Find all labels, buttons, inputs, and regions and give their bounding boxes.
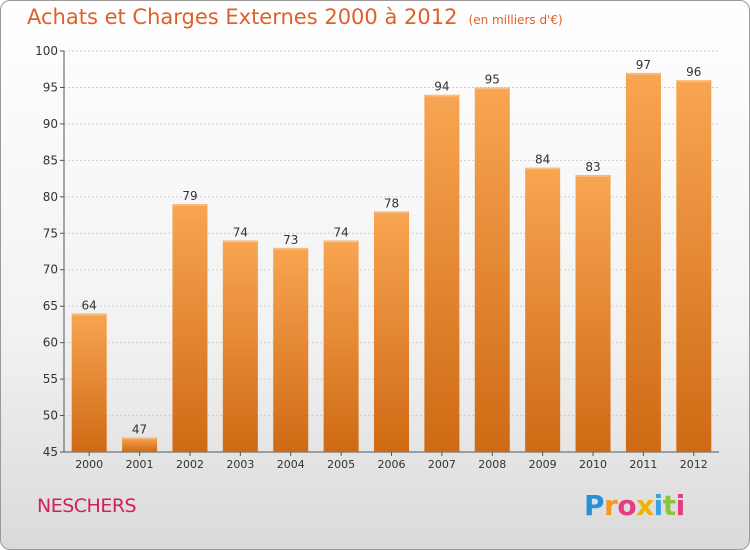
chart-title-main: Achats et Charges Externes 2000 à 2012 [27,5,458,29]
x-tick-label: 2011 [629,458,657,471]
x-tick-label: 2005 [327,458,355,471]
y-tick-label: 65 [43,299,58,313]
bar-value-label: 94 [434,80,449,94]
x-tick-label: 2003 [226,458,254,471]
bar-value-label: 97 [636,58,651,72]
bar [71,313,107,452]
logo-letter: r [604,489,618,522]
bar [575,174,611,453]
y-tick-label: 100 [35,44,58,58]
y-tick-label: 95 [43,80,58,94]
logo-letter: i [675,489,686,522]
city-label: NESCHERS [37,495,137,517]
bar [676,80,712,452]
bar-value-label: 78 [384,196,399,210]
y-tick-label: 75 [43,226,58,240]
bar-value-label: 83 [585,160,600,174]
bar [424,94,460,452]
bar [273,247,309,452]
x-tick-label: 2012 [680,458,708,471]
logo-letter: x [636,489,654,522]
x-tick-label: 2004 [277,458,305,471]
x-tick-label: 2009 [529,458,557,471]
bar-value-label: 79 [182,189,197,203]
bar [525,167,561,452]
bar [474,87,510,453]
proxiti-logo: Proxiti [584,489,685,522]
logo-letter: i [653,489,664,522]
y-tick-label: 80 [43,190,58,204]
y-tick-label: 50 [43,409,58,423]
x-tick-label: 2008 [478,458,506,471]
x-tick-label: 2006 [378,458,406,471]
logo-letter: t [662,489,676,522]
bar [222,240,258,452]
y-tick-label: 85 [43,153,58,167]
bar-value-label: 64 [82,298,97,312]
x-tick-label: 2010 [579,458,607,471]
chart-title-unit: (en milliers d'€) [468,13,563,27]
bar-value-label: 74 [333,226,348,240]
bar [172,204,208,452]
bar-value-label: 74 [233,226,248,240]
x-tick-label: 2007 [428,458,456,471]
chart-title: Achats et Charges Externes 2000 à 2012 (… [27,5,563,29]
y-tick-label: 60 [43,336,58,350]
bar-value-label: 95 [485,72,500,86]
x-tick-label: 2000 [75,458,103,471]
logo-letter: P [584,489,605,522]
logo-letter: o [617,489,637,522]
y-tick-label: 70 [43,263,58,277]
bar [625,72,661,452]
y-tick-label: 45 [43,445,58,459]
bar-value-label: 47 [132,422,147,436]
y-tick-label: 90 [43,117,58,131]
bar [374,211,409,452]
bar [323,240,359,452]
x-tick-label: 2001 [126,458,154,471]
bar-value-label: 73 [283,233,298,247]
bar-value-label: 96 [686,65,701,79]
bar-value-label: 84 [535,153,550,167]
bar [122,437,158,452]
x-tick-label: 2002 [176,458,204,471]
y-tick-label: 55 [43,372,58,386]
